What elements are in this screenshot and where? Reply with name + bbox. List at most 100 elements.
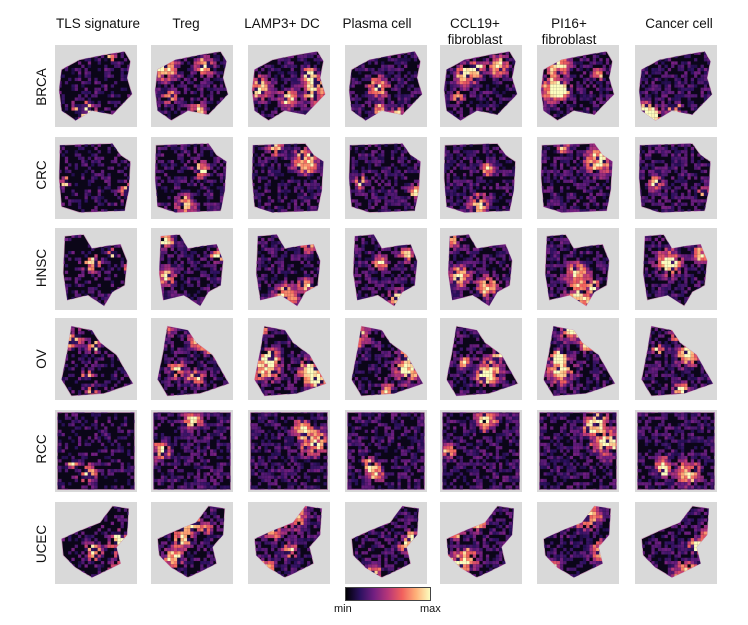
tissue-heatmap	[635, 502, 717, 584]
expression-spots	[63, 234, 128, 306]
tissue-heatmap	[537, 410, 619, 492]
tissue-heatmap	[55, 45, 137, 127]
expression-spots	[347, 412, 425, 490]
column-header-treg: Treg	[172, 16, 200, 31]
tissue-map-tile	[537, 502, 619, 584]
tissue-map-tile	[537, 318, 619, 400]
tissue-map-tile	[55, 137, 137, 219]
tissue-heatmap	[635, 45, 717, 127]
tissue-heatmap	[151, 228, 233, 310]
tissue-map-tile	[635, 45, 717, 127]
tissue-map-tile	[537, 45, 619, 127]
tissue-heatmap	[55, 228, 137, 310]
tissue-map-tile	[55, 318, 137, 400]
tissue-heatmap	[440, 45, 522, 127]
tissue-heatmap	[248, 318, 330, 400]
colorbar	[345, 587, 431, 601]
tissue-heatmap	[537, 228, 619, 310]
tissue-map-tile	[55, 410, 137, 492]
tissue-heatmap	[537, 502, 619, 584]
expression-spots	[250, 412, 328, 490]
tissue-map-tile	[345, 137, 427, 219]
expression-spots	[639, 143, 711, 213]
tissue-map-tile	[248, 45, 330, 127]
tissue-heatmap	[151, 502, 233, 584]
tissue-heatmap	[345, 318, 427, 400]
tissue-map-tile	[151, 410, 233, 492]
tissue-heatmap	[248, 502, 330, 584]
tissue-heatmap	[55, 318, 137, 400]
tissue-heatmap	[151, 137, 233, 219]
tissue-map-tile	[345, 502, 427, 584]
tissue-heatmap	[440, 502, 522, 584]
tissue-heatmap	[537, 137, 619, 219]
column-header-tls-signature: TLS signature	[55, 16, 141, 31]
tissue-map-tile	[151, 502, 233, 584]
tissue-heatmap	[440, 318, 522, 400]
row-label-rcc: RCC	[34, 434, 49, 464]
tissue-heatmap	[55, 410, 137, 492]
tissue-map-tile	[55, 228, 137, 310]
tissue-map-tile	[440, 318, 522, 400]
tissue-map-tile	[345, 228, 427, 310]
tissue-heatmap	[151, 318, 233, 400]
tissue-map-tile	[248, 228, 330, 310]
tissue-heatmap	[440, 228, 522, 310]
tissue-map-tile	[345, 318, 427, 400]
tissue-heatmap	[248, 410, 330, 492]
tissue-map-tile	[635, 228, 717, 310]
tissue-map-tile	[345, 410, 427, 492]
tissue-heatmap	[345, 137, 427, 219]
expression-spots	[444, 143, 516, 213]
expression-spots	[442, 412, 520, 490]
row-label-brca: BRCA	[34, 68, 49, 106]
column-header-ccl19-fibroblast: CCL19+ fibroblast	[447, 16, 503, 47]
tissue-map-tile	[635, 502, 717, 584]
tissue-heatmap	[345, 410, 427, 492]
colorbar-min-label: min	[334, 603, 352, 615]
row-label-crc: CRC	[34, 160, 49, 190]
tissue-map-tile	[440, 45, 522, 127]
tissue-heatmap	[345, 228, 427, 310]
tissue-heatmap	[440, 410, 522, 492]
tissue-map-tile	[440, 410, 522, 492]
column-header-pi16-fibroblast: PI16+ fibroblast	[541, 16, 597, 47]
row-label-hnsc: HNSC	[34, 248, 49, 288]
tissue-heatmap	[635, 318, 717, 400]
tissue-heatmap	[151, 410, 233, 492]
tissue-map-tile	[635, 137, 717, 219]
tissue-heatmap	[635, 137, 717, 219]
tissue-map-tile	[55, 502, 137, 584]
tissue-map-tile	[151, 137, 233, 219]
expression-spots	[57, 412, 135, 490]
tissue-map-tile	[537, 228, 619, 310]
tissue-heatmap	[248, 137, 330, 219]
row-label-ov: OV	[34, 349, 49, 369]
row-label-ucec: UCEC	[34, 524, 49, 564]
tissue-map-tile	[440, 228, 522, 310]
tissue-map-tile	[537, 410, 619, 492]
tissue-map-tile	[55, 45, 137, 127]
expression-spots	[637, 412, 715, 490]
tissue-heatmap	[635, 410, 717, 492]
tissue-map-tile	[248, 137, 330, 219]
expression-spots	[539, 412, 617, 490]
tissue-map-tile	[635, 318, 717, 400]
tissue-map-tile	[151, 45, 233, 127]
expression-spots	[153, 412, 231, 490]
tissue-heatmap	[248, 45, 330, 127]
tissue-map-tile	[151, 318, 233, 400]
colorbar-max-label: max	[420, 603, 441, 615]
tissue-map-tile	[537, 137, 619, 219]
tissue-heatmap	[440, 137, 522, 219]
tissue-heatmap	[635, 228, 717, 310]
tissue-map-tile	[345, 45, 427, 127]
tissue-map-tile	[635, 410, 717, 492]
tissue-map-tile	[248, 502, 330, 584]
tissue-heatmap	[345, 502, 427, 584]
tissue-map-tile	[440, 137, 522, 219]
tissue-heatmap	[345, 45, 427, 127]
tissue-heatmap	[55, 137, 137, 219]
tissue-heatmap	[55, 502, 137, 584]
